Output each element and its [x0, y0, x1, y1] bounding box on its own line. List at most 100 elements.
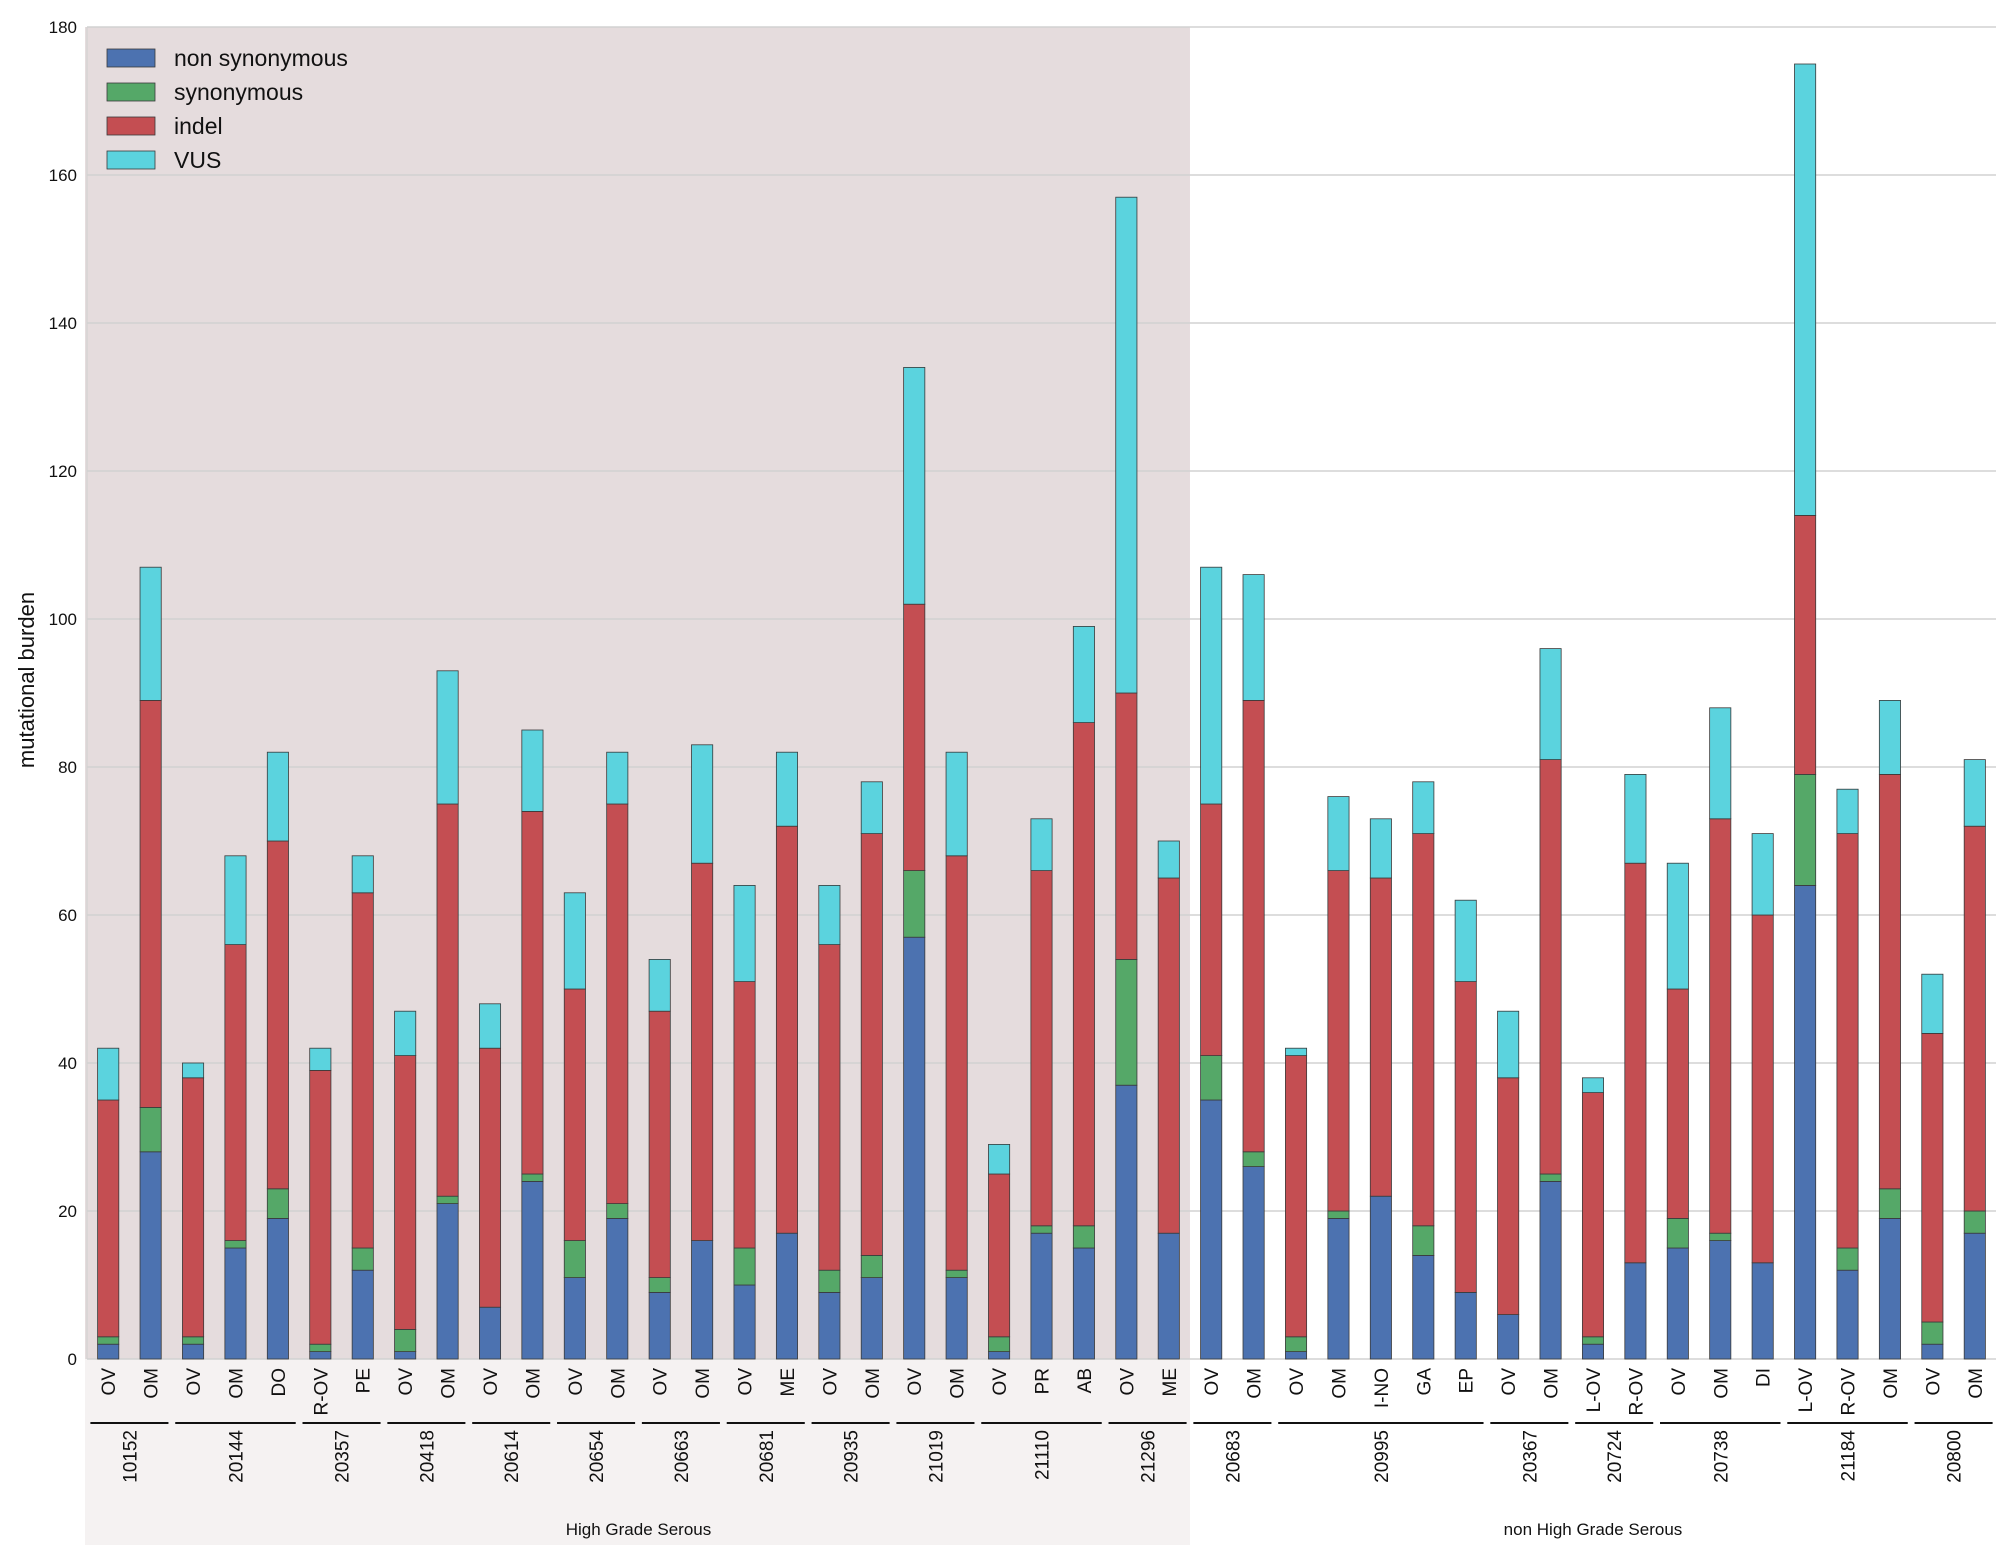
- bar-segment-non-synonymous: [648, 1292, 671, 1360]
- bar-segment-synonymous: [351, 1247, 374, 1271]
- bar-segment-VUS: [1369, 818, 1392, 879]
- bar-segment-synonymous: [521, 1173, 544, 1182]
- bar-segment-indel: [945, 855, 968, 1271]
- bar-segment-non-synonymous: [309, 1351, 332, 1360]
- patient-id-label: 20663: [672, 1430, 693, 1483]
- bar-segment-non-synonymous: [182, 1343, 205, 1360]
- bar-segment-non-synonymous: [775, 1232, 798, 1360]
- patient-id-label: 20144: [226, 1430, 247, 1483]
- bar-segment-indel: [1242, 700, 1265, 1153]
- bar-segment-VUS: [988, 1144, 1011, 1175]
- bar-segment-synonymous: [606, 1203, 629, 1219]
- bar-segment-indel: [691, 862, 714, 1242]
- bar-segment-synonymous: [1115, 959, 1138, 1086]
- bar-segment-indel: [1624, 862, 1647, 1264]
- x-tick-label: OV: [1499, 1368, 1520, 1396]
- x-tick-label: I-NO: [1372, 1368, 1393, 1408]
- bar-segment-indel: [1666, 988, 1689, 1219]
- bar-segment-VUS: [1030, 818, 1053, 871]
- patient-id-label: 20418: [417, 1430, 438, 1483]
- x-tick-label: R-OV: [311, 1368, 332, 1416]
- bar-segment-non-synonymous: [139, 1151, 162, 1360]
- bar-segment-non-synonymous: [1921, 1343, 1944, 1360]
- bar-segment-non-synonymous: [1709, 1240, 1732, 1360]
- bar-segment-synonymous: [1836, 1247, 1859, 1271]
- bar-segment-VUS: [139, 566, 162, 701]
- bar-segment-VUS: [351, 855, 374, 894]
- bar-segment-indel: [182, 1077, 205, 1338]
- bar-segment-VUS: [903, 366, 926, 605]
- legend-label: synonymous: [174, 79, 303, 105]
- bar-segment-indel: [394, 1055, 417, 1330]
- bar-segment-indel: [903, 603, 926, 872]
- bar-segment-VUS: [691, 744, 714, 864]
- bar-segment-non-synonymous: [1454, 1292, 1477, 1360]
- bar-segment-VUS: [1751, 833, 1774, 916]
- bar-segment-VUS: [775, 751, 798, 827]
- group-label: non High Grade Serous: [1504, 1520, 1683, 1539]
- bar-segment-non-synonymous: [1794, 885, 1817, 1360]
- bar-segment-non-synonymous: [1157, 1232, 1180, 1360]
- bar-segment-non-synonymous: [1242, 1166, 1265, 1360]
- bar-segment-synonymous: [648, 1277, 671, 1293]
- bar-segment-non-synonymous: [1624, 1262, 1647, 1360]
- axes: 0 20 40 60 80 100 120 140 160 180 OV OM OV OM DO R-OV PE…: [49, 18, 1993, 1539]
- bar-segment-synonymous: [266, 1188, 289, 1219]
- bar-segment-indel: [1709, 818, 1732, 1234]
- x-tick-label: OM: [142, 1368, 163, 1399]
- bar-segment-VUS: [1285, 1047, 1308, 1056]
- bar-segment-VUS: [224, 855, 247, 945]
- bar-segment-synonymous: [945, 1269, 968, 1278]
- patient-id-label: 20800: [1945, 1430, 1966, 1483]
- group-label: High Grade Serous: [566, 1520, 712, 1539]
- legend-swatch-synonymous: [106, 82, 156, 102]
- x-tick-label: OM: [523, 1368, 544, 1399]
- x-tick-label: OM: [1711, 1368, 1732, 1399]
- bar-segment-non-synonymous: [1285, 1351, 1308, 1360]
- bar-segment-non-synonymous: [818, 1292, 841, 1360]
- bar-segment-synonymous: [1666, 1218, 1689, 1249]
- bar-segment-synonymous: [182, 1336, 205, 1345]
- x-tick-label: OM: [1245, 1368, 1266, 1399]
- x-tick-label: OV: [1117, 1368, 1138, 1396]
- legend-swatch-indel: [106, 116, 156, 136]
- x-tick-label: EP: [1457, 1368, 1478, 1393]
- bar-segment-non-synonymous: [1030, 1232, 1053, 1360]
- bar-segment-synonymous: [436, 1195, 459, 1204]
- bar-segment-indel: [1412, 833, 1435, 1227]
- bar-segment-indel: [1497, 1077, 1520, 1316]
- bar-segment-synonymous: [1794, 774, 1817, 886]
- bar-segment-non-synonymous: [1836, 1269, 1859, 1360]
- x-tick-label: R-OV: [1626, 1368, 1647, 1416]
- bar-segment-synonymous: [988, 1336, 1011, 1353]
- bar-segment-synonymous: [1581, 1336, 1604, 1345]
- bar-segment-synonymous: [1921, 1321, 1944, 1345]
- y-axis-label: mutational burden: [14, 592, 39, 768]
- bar-segment-indel: [521, 811, 544, 1175]
- bar-segment-indel: [818, 944, 841, 1271]
- bar-segment-synonymous: [1200, 1055, 1223, 1101]
- y-tick-label: 60: [58, 906, 77, 925]
- bar-segment-VUS: [436, 670, 459, 805]
- bar-segment-non-synonymous: [1072, 1247, 1095, 1360]
- patient-id-label: 21019: [926, 1430, 947, 1483]
- bar-segment-VUS: [266, 751, 289, 842]
- y-tick-label: 20: [58, 1202, 77, 1221]
- x-tick-label: OV: [396, 1368, 417, 1396]
- y-tick-label: 160: [49, 166, 77, 185]
- patient-id-label: 21184: [1839, 1430, 1860, 1482]
- bar-segment-non-synonymous: [1412, 1255, 1435, 1360]
- bar-segment-synonymous: [1709, 1232, 1732, 1241]
- bar-segment-indel: [1327, 870, 1350, 1212]
- patient-id-label: 20738: [1711, 1430, 1732, 1483]
- bar-segment-indel: [351, 892, 374, 1249]
- bar-segment-non-synonymous: [691, 1240, 714, 1360]
- bar-segment-indel: [309, 1070, 332, 1345]
- hgs-label-background: [85, 1359, 1190, 1545]
- x-tick-label: OM: [1542, 1368, 1563, 1399]
- bar-segment-non-synonymous: [606, 1218, 629, 1360]
- bar-segment-indel: [1751, 914, 1774, 1264]
- bar-segment-VUS: [1412, 781, 1435, 834]
- bar-segment-non-synonymous: [97, 1343, 120, 1360]
- bar-segment-indel: [97, 1099, 120, 1338]
